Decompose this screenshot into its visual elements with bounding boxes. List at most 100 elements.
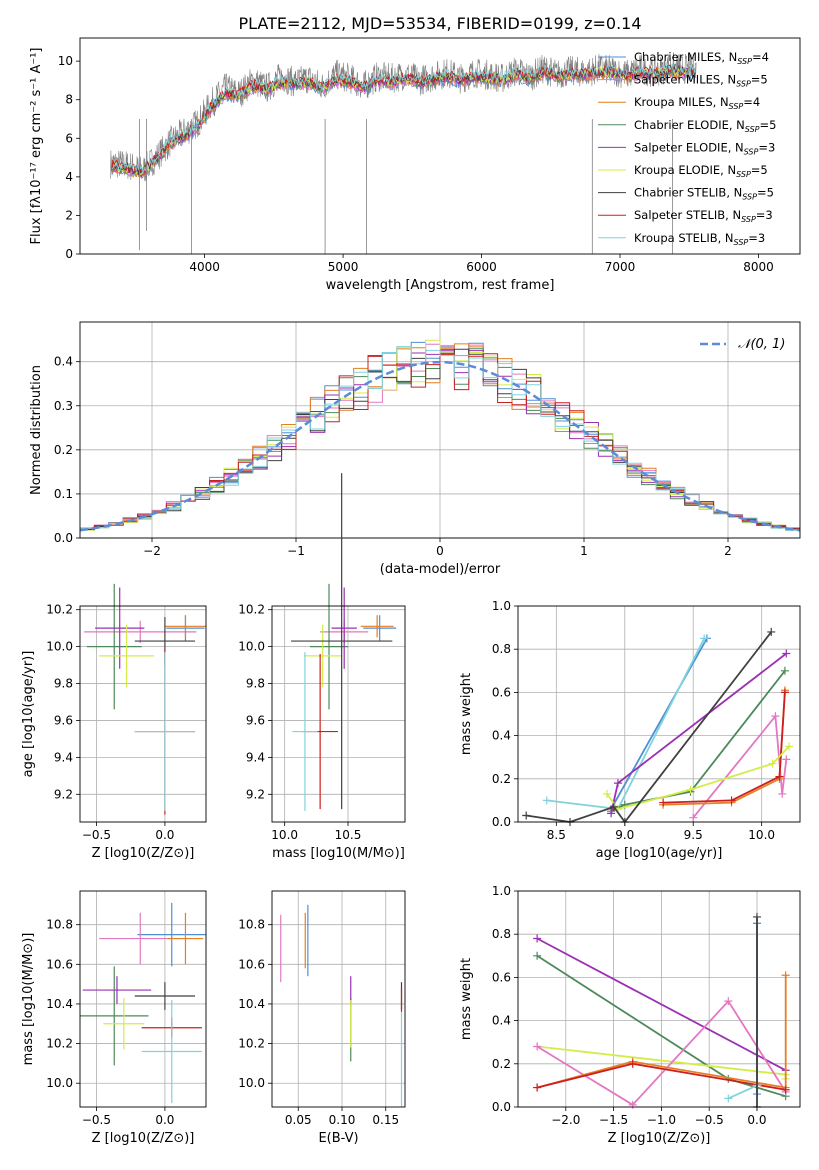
x-tick-label: −1.0: [647, 1113, 676, 1127]
x-axis-label: Z [log10(Z/Z⊙)]: [92, 846, 195, 861]
y-axis-label: age [log10(age/yr)]: [21, 651, 36, 778]
weight-marker: [607, 809, 616, 818]
weight-marker: [628, 1100, 637, 1109]
weight-marker: [542, 796, 551, 805]
weight-line: [692, 713, 788, 819]
y-tick-label: 10.6: [238, 957, 265, 971]
weight-marker: [533, 951, 542, 960]
weight-line: [536, 975, 787, 1089]
axes-frame: [79, 37, 801, 255]
y-tick-label: 9.2: [54, 787, 73, 801]
weight-line: [526, 631, 773, 824]
weight-line: [727, 923, 758, 1100]
x-tick-label: −0.5: [82, 828, 111, 842]
model-spectrum-line: [111, 62, 696, 174]
weight-marker: [775, 772, 784, 781]
y-axis-label: Flux [fλ10⁻¹⁷ erg cm⁻² s⁻¹ A⁻¹]: [29, 48, 44, 245]
y-tick-label: 9.4: [54, 750, 73, 764]
x-tick-label: 8.5: [547, 828, 566, 842]
y-axis-label: mass weight: [459, 673, 474, 755]
y-tick-label: 0.0: [492, 815, 511, 829]
weight-marker: [533, 1042, 542, 1051]
axes-frame: [271, 890, 406, 1108]
x-axis-label: (data-model)/error: [380, 562, 501, 577]
chart-age-weight: 8.5 9.0 9.5 10.0 0.0 0.2 0.4 0.6 0.8 1.0 age [log1…: [459, 599, 801, 861]
weight-line: [610, 637, 708, 810]
weight-marker: [628, 1059, 637, 1068]
x-tick-label: 6000: [466, 260, 497, 274]
y-tick-label: 10.8: [46, 918, 73, 932]
axes-frame: [517, 605, 801, 823]
data-spectrum-line: [110, 52, 697, 182]
x-tick-label: 0: [436, 544, 444, 558]
legend-label-1: Salpeter MILES, NSSP=5: [634, 73, 768, 89]
chart-residuals: −2 −1 0 1 2 0.0 0.1 0.2 0.3 0.4 (data-model)/error…: [29, 321, 801, 577]
y-tick-label: 0.3: [54, 399, 73, 413]
weight-marker: [609, 802, 618, 811]
y-tick-label: 10.2: [238, 603, 265, 617]
weight-marker: [533, 1083, 542, 1092]
weight-marker: [778, 789, 787, 798]
legend-entry: Kroupa MILES, N: [634, 95, 729, 109]
axes-frame: [517, 890, 801, 1108]
weight-marker: [602, 789, 611, 798]
x-tick-label: 5000: [328, 260, 359, 274]
legend-entry: Salpeter MILES, N: [634, 73, 736, 87]
y-tick-label: 10.4: [238, 997, 265, 1011]
legend-nssp: =5: [757, 186, 774, 200]
weight-line: [610, 670, 786, 813]
x-tick-label: 10.0: [748, 828, 775, 842]
y-tick-label: 10.0: [238, 640, 265, 654]
legend-sub: SSP: [737, 57, 752, 66]
x-tick-label: 0.0: [155, 1113, 174, 1127]
x-tick-label: −0.5: [695, 1113, 724, 1127]
x-tick-label: −2.0: [551, 1113, 580, 1127]
weight-marker: [533, 934, 542, 943]
weight-marker: [781, 1085, 790, 1094]
chart-spectrum: 4000 5000 6000 7000 8000 0 2 4 6 8 10 wavelength [A…: [29, 37, 801, 293]
weight-marker: [771, 712, 780, 721]
weight-marker: [727, 796, 736, 805]
legend-entry: Chabrier MILES, N: [634, 50, 737, 64]
legend-nssp: =4: [752, 50, 769, 64]
legend-entry: Chabrier STELIB, N: [634, 186, 742, 200]
legend-label-6: Chabrier STELIB, NSSP=5: [634, 186, 774, 202]
y-tick-label: 0.2: [54, 443, 73, 457]
weight-marker: [700, 634, 709, 643]
legend-label-7: Salpeter STELIB, NSSP=3: [634, 208, 773, 224]
y-tick-label: 0.1: [54, 487, 73, 501]
legend-entry: Chabrier ELODIE, N: [634, 118, 745, 132]
chart-Z-weight: −2.0 −1.5 −1.0 −0.5 0.0 0.0 0.2 0.4 0.6 0.8 1.0 Z […: [459, 884, 801, 1146]
x-tick-label: 10.0: [271, 828, 298, 842]
legend-label-3: Chabrier ELODIE, NSSP=5: [634, 118, 776, 134]
y-tick-label: 10.4: [46, 997, 73, 1011]
x-axis-label: E(B-V): [318, 1131, 358, 1146]
x-tick-label: −1.5: [599, 1113, 628, 1127]
y-tick-label: 10: [58, 54, 73, 68]
y-tick-label: 9.6: [54, 713, 73, 727]
axes-frame: [79, 890, 207, 1108]
x-tick-label: 0.0: [747, 1113, 766, 1127]
x-tick-label: 8000: [743, 260, 774, 274]
x-tick-label: 7000: [605, 260, 636, 274]
legend-sub: SSP: [745, 125, 760, 134]
legend-nssp: =3: [758, 140, 775, 154]
x-tick-label: 0.05: [285, 1113, 312, 1127]
chart-ebv-mass: 0.05 0.10 0.15 10.0 10.2 10.4 10.6 10.8 E(B-V): [238, 890, 406, 1146]
legend-label-8: Kroupa STELIB, NSSP=3: [634, 231, 765, 247]
model-spectrum-line: [111, 68, 696, 178]
weight-marker: [724, 997, 733, 1006]
weight-line: [536, 937, 787, 1072]
weight-marker: [522, 811, 531, 820]
legend-nssp: =5: [760, 118, 777, 132]
gaussian-curve: [80, 360, 800, 532]
axes-frame: [79, 605, 207, 823]
legend-entry: Salpeter STELIB, N: [634, 208, 741, 222]
legend-sub: SSP: [742, 193, 757, 202]
x-axis-label: Z [log10(Z/Z⊙)]: [608, 1131, 711, 1146]
y-tick-label: 10.0: [46, 1076, 73, 1090]
axes-frame: [79, 321, 801, 539]
x-tick-label: 9.0: [615, 828, 634, 842]
legend-entry: Salpeter ELODIE, N: [634, 140, 744, 154]
weight-marker: [752, 912, 761, 921]
